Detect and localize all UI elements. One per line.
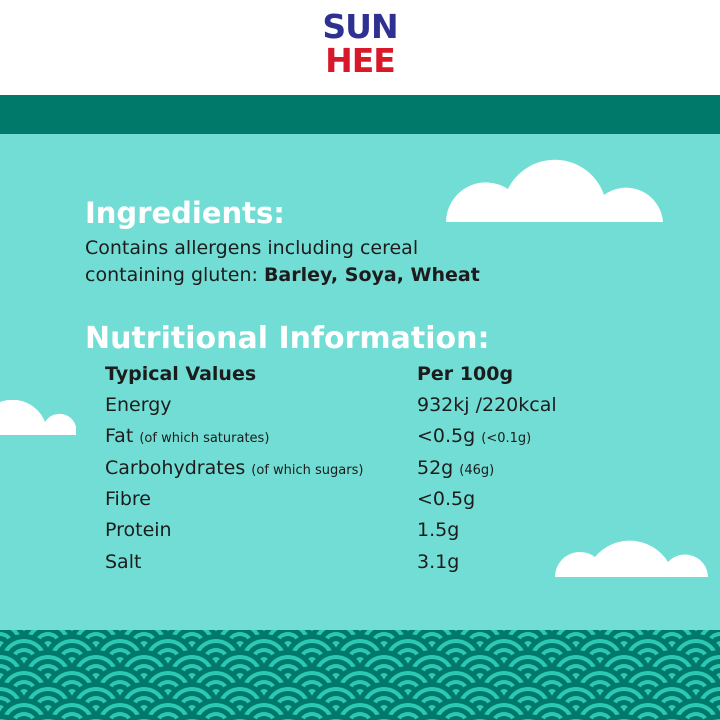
logo: SUN HEE bbox=[322, 7, 398, 80]
nutrient-value: 932kj /220kcal bbox=[417, 394, 557, 416]
nutrient-value: 1.5g bbox=[417, 519, 460, 542]
cloud-icon bbox=[555, 540, 708, 577]
nutrient-value: 52g bbox=[417, 456, 454, 479]
nutrition-row: Carbohydrates (of which sugars) 52g (46g) bbox=[105, 457, 625, 487]
nutrient-label: Protein bbox=[105, 519, 172, 542]
allergens: Barley, Soya, Wheat bbox=[263, 264, 480, 286]
nutrition-row: Protein 1.5g bbox=[105, 519, 625, 549]
nutrient-sub: (of which saturates) bbox=[139, 431, 270, 447]
nutrition-row: Energy 932kj /220kcal bbox=[105, 394, 625, 424]
cloud-icon bbox=[0, 400, 76, 435]
nutrient-sub: (of which sugars) bbox=[251, 462, 364, 478]
top-band bbox=[0, 95, 720, 134]
nutrition-header: Typical Values Per 100g bbox=[105, 363, 514, 385]
nutrient-label: Fibre bbox=[105, 487, 151, 510]
ingredients-text: Contains allergens including cereal cont… bbox=[85, 237, 480, 286]
nutrition-row: Fibre <0.5g bbox=[105, 488, 625, 518]
nutrition-row: Salt 3.1g bbox=[105, 551, 625, 581]
nutrition-title: Nutritional Information: bbox=[85, 321, 490, 356]
nutrient-value-sub: (46g) bbox=[459, 462, 495, 478]
header bbox=[0, 0, 720, 95]
nutrient-label: Fat bbox=[105, 425, 134, 448]
wave-pattern bbox=[0, 630, 720, 720]
nutrient-value: <0.5g bbox=[417, 425, 476, 448]
nutrient-label: Energy bbox=[105, 394, 172, 416]
nutrition-row: Fat (of which saturates) <0.5g (<0.1g) bbox=[105, 425, 625, 455]
nutrient-value: 3.1g bbox=[417, 550, 460, 573]
nutrient-value: <0.5g bbox=[417, 487, 476, 510]
cloud-icon bbox=[446, 159, 663, 222]
nutrient-label: Carbohydrates bbox=[105, 456, 246, 479]
nutrient-value-sub: (<0.1g) bbox=[481, 431, 532, 447]
ingredients-title: Ingredients: bbox=[85, 196, 285, 230]
nutrient-label: Salt bbox=[105, 550, 142, 573]
